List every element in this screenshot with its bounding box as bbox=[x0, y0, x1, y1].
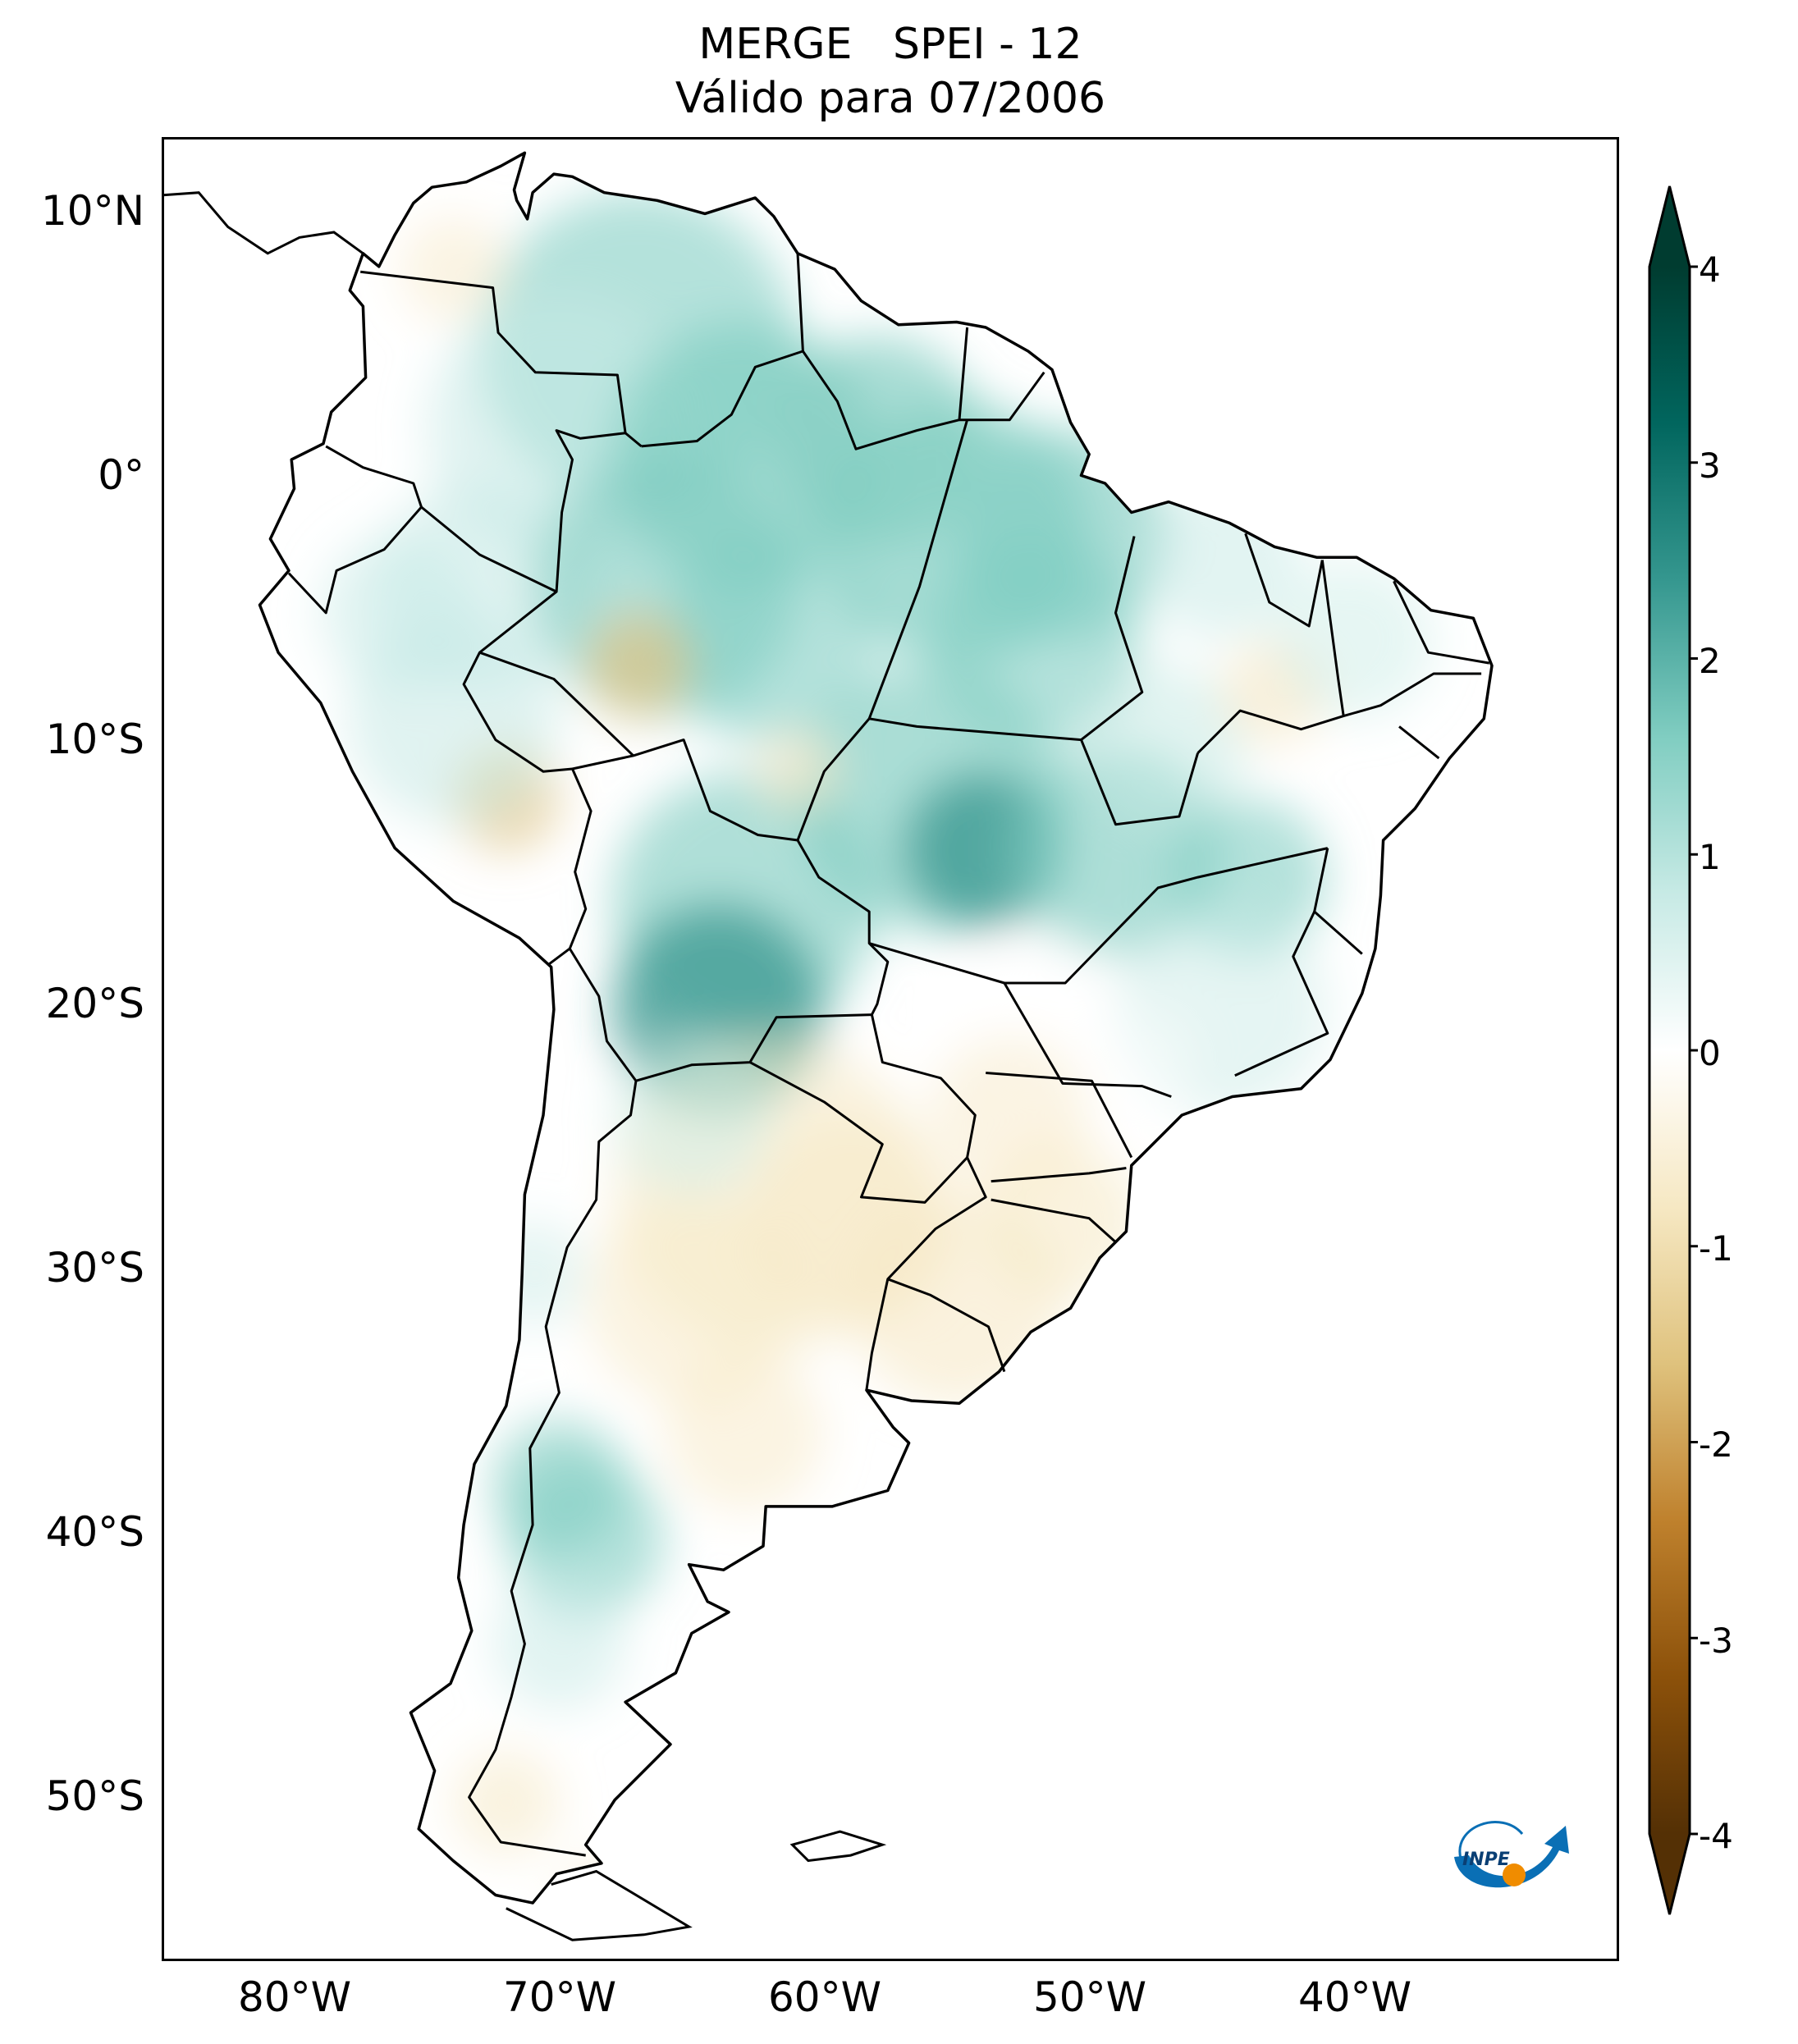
border-line bbox=[802, 327, 969, 450]
border-line bbox=[478, 651, 634, 757]
spei-anomaly-patch bbox=[506, 1458, 666, 1618]
border-line bbox=[796, 717, 1200, 841]
border-line bbox=[572, 738, 890, 1016]
map-title: MERGE SPEI - 12 bbox=[698, 20, 1082, 69]
island-outline bbox=[789, 1830, 887, 1863]
lat-tick-50s: 50°S bbox=[45, 1772, 144, 1820]
lat-tick-0: 0° bbox=[98, 451, 144, 499]
spei-anomaly-patch bbox=[585, 612, 692, 719]
colorbar-tick-0: 0 bbox=[1699, 1033, 1721, 1073]
spei-field bbox=[259, 153, 1492, 1904]
border-line bbox=[868, 847, 1329, 985]
colorbar-tick-2: 2 bbox=[1699, 641, 1721, 681]
spei-anomaly-patch bbox=[320, 533, 480, 693]
border-line bbox=[1003, 982, 1172, 1098]
spei-anomaly-patch bbox=[492, 1577, 626, 1710]
spei-anomaly-patch bbox=[479, 1220, 586, 1327]
border-line bbox=[1080, 536, 1144, 741]
lat-tick-10n: 10°N bbox=[40, 187, 144, 235]
spei-anomaly-patch bbox=[930, 1036, 1090, 1195]
border-line bbox=[641, 253, 804, 448]
colorbar-tick-minus3: -3 bbox=[1699, 1621, 1733, 1661]
border-line bbox=[991, 1198, 1117, 1243]
border-line bbox=[991, 1167, 1127, 1183]
border-line bbox=[1320, 560, 1345, 716]
colorbar-tick-4: 4 bbox=[1699, 249, 1721, 290]
island-outline bbox=[162, 191, 364, 255]
border-line bbox=[749, 1061, 968, 1204]
border-line bbox=[1393, 580, 1490, 665]
lat-tick-30s: 30°S bbox=[45, 1244, 144, 1292]
spei-anomaly-patch bbox=[1089, 1009, 1196, 1115]
spei-anomaly-patch bbox=[559, 1855, 666, 1904]
lat-tick-20s: 20°S bbox=[45, 980, 144, 1027]
spei-anomaly-patch bbox=[453, 1749, 560, 1856]
lon-tick-50w: 50°W bbox=[1032, 1973, 1147, 2021]
spei-anomaly-patch bbox=[611, 1036, 771, 1195]
border-line bbox=[287, 445, 423, 615]
lon-tick-70w: 70°W bbox=[502, 1973, 617, 2021]
border-line bbox=[468, 1080, 638, 1857]
map-panel bbox=[162, 137, 1619, 1961]
border-line bbox=[420, 429, 626, 593]
border-line bbox=[867, 419, 969, 720]
lon-tick-40w: 40°W bbox=[1297, 1973, 1412, 2021]
colorbar-extend-max bbox=[1649, 186, 1690, 267]
inpe-logo: INPE bbox=[1454, 1821, 1569, 1888]
colorbar-gradient bbox=[1649, 267, 1690, 1834]
spei-anomaly-patch bbox=[665, 1353, 825, 1512]
lat-tick-10s: 10°S bbox=[45, 716, 144, 763]
map-border bbox=[162, 137, 1619, 1961]
lon-tick-80w: 80°W bbox=[237, 1973, 352, 2021]
spei-anomaly-patch bbox=[1141, 480, 1302, 640]
border-line bbox=[569, 948, 872, 1082]
inpe-logo-text: INPE bbox=[1462, 1850, 1510, 1870]
border-line bbox=[1244, 533, 1324, 628]
border-line bbox=[1398, 725, 1440, 760]
spei-anomaly-patch bbox=[665, 533, 877, 745]
colorbar-tick-minus2: -2 bbox=[1699, 1424, 1733, 1465]
border-line bbox=[1234, 911, 1329, 1077]
colorbar-extend-min bbox=[1649, 1834, 1690, 1914]
colorbar-tick-1: 1 bbox=[1699, 837, 1721, 877]
border-line bbox=[959, 371, 1045, 422]
colorbar-tick-3: 3 bbox=[1699, 446, 1721, 486]
spei-anomaly-patch bbox=[1089, 665, 1248, 825]
border-line bbox=[887, 1278, 1006, 1373]
colorbar-tick-minus1: -1 bbox=[1699, 1228, 1733, 1269]
spei-anomaly-patch bbox=[1274, 560, 1434, 719]
colorbar-tick-minus4: -4 bbox=[1699, 1816, 1733, 1856]
border-line bbox=[986, 1072, 1133, 1159]
border-line bbox=[870, 1014, 977, 1158]
islands bbox=[162, 191, 887, 1941]
island-outline bbox=[506, 1869, 693, 1941]
lat-tick-40s: 40°S bbox=[45, 1508, 144, 1556]
map-subtitle: Válido para 07/2006 bbox=[675, 74, 1106, 123]
lon-tick-60w: 60°W bbox=[767, 1973, 882, 2021]
country-borders bbox=[287, 253, 1490, 1857]
border-line bbox=[865, 1156, 987, 1391]
colorbar bbox=[1648, 185, 1698, 1915]
coastline bbox=[258, 151, 1494, 1905]
spei-anomaly-patch bbox=[400, 216, 506, 322]
